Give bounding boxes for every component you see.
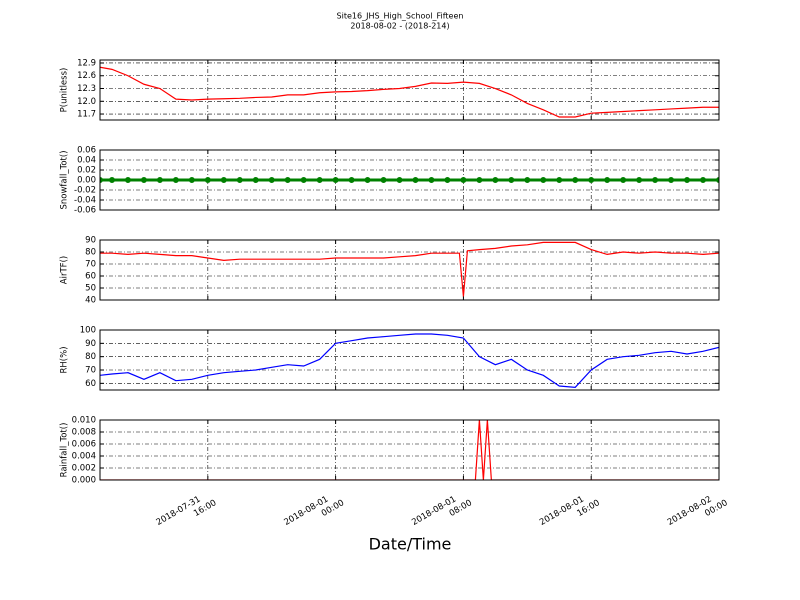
y-tick-label: 11.7 — [77, 110, 96, 120]
y-tick-label: 0.002 — [72, 464, 96, 474]
data-point — [396, 177, 403, 183]
x-axis-label: Date/Time — [369, 535, 452, 554]
y-tick-label: 80 — [85, 248, 96, 258]
data-point — [268, 177, 275, 183]
data-point — [620, 177, 627, 183]
y-tick-label: 0.008 — [72, 428, 96, 438]
data-point — [348, 177, 355, 183]
data-point — [300, 177, 307, 183]
chart-subtitle: 2018-08-02 - (2018-214) — [350, 22, 449, 31]
data-point — [668, 177, 675, 183]
data-point — [700, 177, 707, 183]
data-point — [156, 177, 163, 183]
y-tick-label: 100 — [80, 326, 96, 336]
data-point — [380, 177, 387, 183]
y-tick-label: 60 — [85, 379, 96, 389]
data-point — [316, 177, 323, 183]
data-point — [604, 177, 611, 183]
data-point — [412, 177, 419, 183]
y-axis-label: Rainfall_Tot() — [60, 423, 70, 478]
data-point — [556, 177, 563, 183]
y-tick-label: 90 — [85, 236, 96, 246]
plot-frame — [99, 59, 720, 121]
data-point — [100, 177, 103, 183]
y-tick-label: 50 — [85, 284, 96, 294]
data-point — [364, 177, 371, 183]
data-point — [476, 177, 483, 183]
data-point — [492, 177, 499, 183]
data-point — [652, 177, 659, 183]
data-point — [172, 177, 179, 183]
y-tick-label: 0.06 — [77, 146, 96, 156]
y-tick-label: 60 — [85, 272, 96, 282]
data-point — [108, 177, 115, 183]
data-point — [124, 177, 131, 183]
y-axis-label: AirTF() — [60, 256, 70, 284]
y-tick-label: 0.02 — [77, 166, 96, 176]
y-tick-label: -0.04 — [74, 196, 96, 206]
chart-title: Site16_JHS_High_School_Fifteen — [337, 12, 464, 21]
data-point — [572, 177, 579, 183]
plot-frame — [99, 239, 720, 301]
data-point — [332, 177, 339, 183]
y-tick-label: 0.00 — [77, 176, 96, 186]
y-tick-label: -0.06 — [74, 206, 96, 216]
data-point — [460, 177, 467, 183]
y-tick-label: 12.9 — [77, 58, 96, 68]
data-point — [588, 177, 595, 183]
data-point — [508, 177, 515, 183]
y-tick-label: 40 — [85, 296, 96, 306]
y-tick-label: 0.010 — [72, 416, 96, 426]
y-tick-label: 12.0 — [77, 97, 96, 107]
y-tick-label: 0.004 — [72, 452, 96, 462]
data-point — [220, 177, 227, 183]
plot-frame — [99, 149, 720, 211]
data-point — [684, 177, 691, 183]
data-point — [140, 177, 147, 183]
y-axis-label: Snowfall_Tot() — [60, 150, 70, 209]
y-tick-label: 90 — [85, 339, 96, 349]
data-point — [284, 177, 291, 183]
y-tick-label: 0.04 — [77, 156, 96, 166]
y-axis-label: P(unitless) — [60, 68, 70, 113]
data-line — [100, 333, 719, 388]
data-point — [428, 177, 435, 183]
y-axis-label: RH(%) — [60, 346, 70, 373]
y-tick-label: 12.6 — [77, 71, 96, 81]
data-point — [716, 177, 719, 183]
data-point — [188, 177, 195, 183]
data-line — [100, 66, 719, 118]
y-tick-label: 12.3 — [77, 84, 96, 94]
y-tick-label: 0.000 — [72, 476, 96, 486]
data-point — [540, 177, 547, 183]
data-line — [100, 241, 719, 297]
data-point — [236, 177, 243, 183]
y-tick-label: 70 — [85, 366, 96, 376]
y-tick-label: -0.02 — [74, 186, 96, 196]
data-point — [204, 177, 211, 183]
y-tick-label: 70 — [85, 260, 96, 270]
y-tick-label: 80 — [85, 352, 96, 362]
data-point — [252, 177, 259, 183]
plot-frame — [99, 329, 720, 391]
data-point — [636, 177, 643, 183]
data-point — [524, 177, 531, 183]
plot-frame — [99, 419, 720, 481]
y-tick-label: 0.006 — [72, 440, 96, 450]
data-point — [444, 177, 451, 183]
